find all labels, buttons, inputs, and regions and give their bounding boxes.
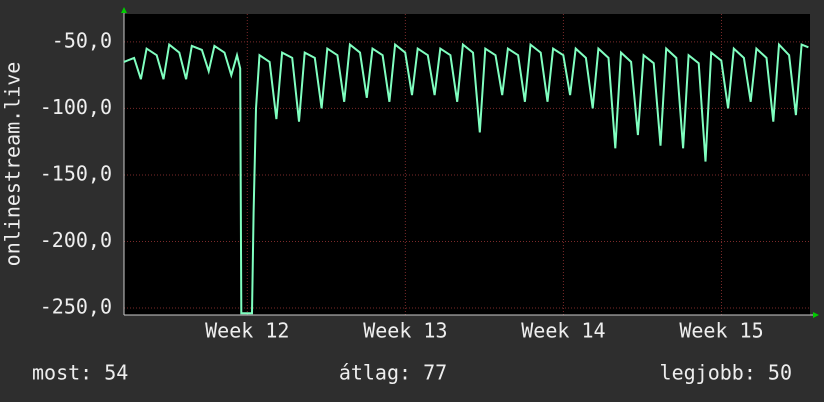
- data-line: [123, 42, 809, 315]
- stat-best: legjobb: 50: [660, 361, 792, 385]
- x-tick-label: Week 12: [205, 319, 289, 343]
- y-tick-label: -100,0: [40, 95, 112, 119]
- x-axis-arrow: [813, 312, 819, 318]
- y-tick-label: -250,0: [40, 294, 112, 318]
- stat-average: átlag: 77: [339, 361, 447, 385]
- x-tick-label: Week 15: [679, 319, 763, 343]
- y-axis-arrow: [121, 7, 127, 13]
- x-tick-label: Week 13: [363, 319, 447, 343]
- y-tick-label: -150,0: [40, 161, 112, 185]
- y-axis-label: onlinestream.live: [1, 62, 25, 267]
- stat-current: most: 54: [32, 361, 128, 385]
- x-tick-label: Week 14: [521, 319, 605, 343]
- y-tick-label: -50,0: [52, 28, 112, 52]
- y-tick-label: -200,0: [40, 228, 112, 252]
